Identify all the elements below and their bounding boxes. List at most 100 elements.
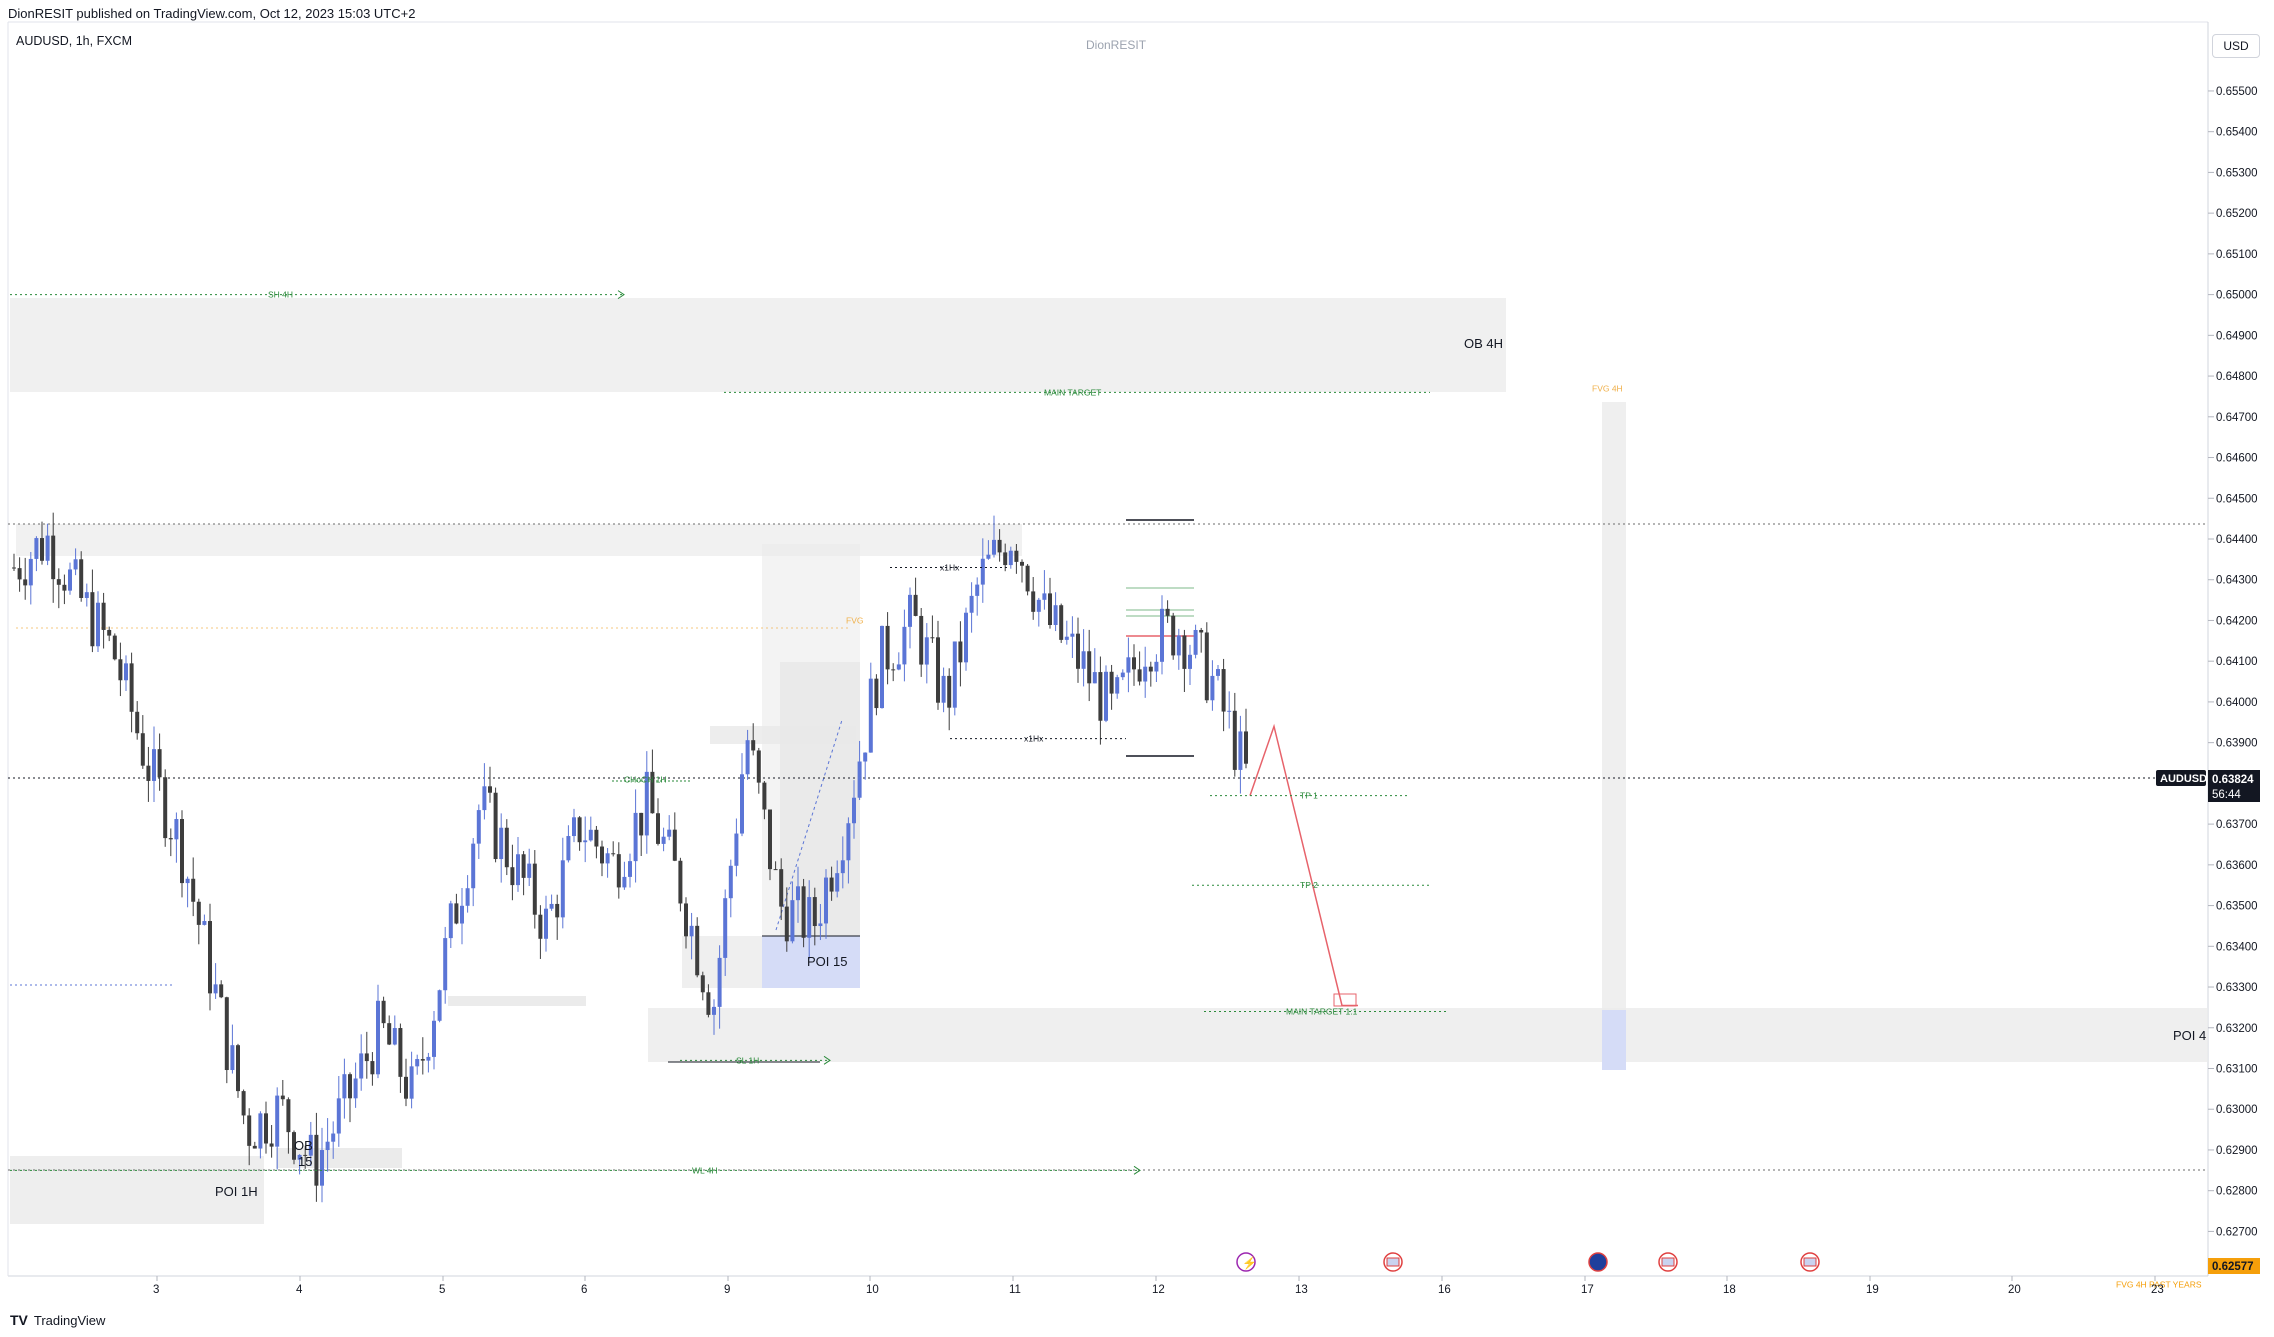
- us-flag-stripes: [1386, 1257, 1400, 1267]
- candle-body: [1244, 731, 1248, 764]
- candle-body: [359, 1053, 364, 1079]
- candle-body: [1104, 671, 1108, 721]
- target-marker: [1333, 993, 1357, 1007]
- candle-body: [1042, 593, 1047, 600]
- candle-body: [174, 819, 179, 840]
- zone-label-ob-15-bottom: 15: [298, 1154, 312, 1169]
- candle-body: [644, 771, 649, 836]
- candle-body: [56, 579, 61, 585]
- candle-body: [790, 900, 795, 942]
- candle-body: [936, 637, 940, 703]
- candle-body: [437, 990, 442, 1021]
- candle-body: [73, 559, 78, 570]
- candle-body: [224, 997, 229, 1071]
- candle-body: [180, 819, 184, 884]
- candle-body: [230, 1045, 235, 1071]
- candle-body: [1092, 672, 1097, 684]
- candle-body: [1126, 657, 1131, 673]
- candle-body: [40, 538, 44, 561]
- candle-body: [734, 833, 739, 866]
- candle-body: [840, 860, 845, 874]
- candle-body: [594, 829, 599, 847]
- price-chart[interactable]: SH 4H MAIN TARGET FVG 4H x1Hx FVG x1Hx CHoCH 1…: [0, 0, 2274, 1302]
- author-watermark: DionRESIT: [1086, 38, 1147, 52]
- candle-body: [297, 1154, 302, 1160]
- candle-body: [672, 829, 677, 861]
- level-arrow-icon: [1133, 1165, 1141, 1175]
- lightning-event-icon[interactable]: [1236, 1252, 1256, 1272]
- candle-body: [353, 1078, 358, 1099]
- au-flag-event-icon[interactable]: [1588, 1252, 1608, 1272]
- candle-body: [342, 1074, 347, 1099]
- candle-body: [684, 903, 688, 937]
- candle-body: [241, 1091, 246, 1116]
- zone-label-ob-4h: OB 4H: [1464, 336, 1503, 351]
- level-label: FVG: [846, 615, 863, 625]
- level-label: SL 1H: [736, 1055, 759, 1065]
- price-tick-label: 0.63500: [2216, 901, 2258, 913]
- candle-body: [364, 1053, 369, 1062]
- time-axis[interactable]: 3 4 5 6 9 10 11 12 13 16 17 18 19 20 23: [153, 1276, 2164, 1296]
- candle-body: [583, 840, 588, 843]
- price-tick-label: 0.63400: [2216, 941, 2258, 953]
- candle-body: [247, 1115, 252, 1146]
- level-label: SH 4H: [268, 290, 293, 300]
- trade-projection: [1249, 723, 1358, 1007]
- zone-fvg-4h-column: [1602, 402, 1626, 1070]
- currency-button[interactable]: USD: [2212, 34, 2260, 58]
- candle-body: [1064, 636, 1069, 640]
- candle-body: [23, 579, 28, 586]
- zone-poi-15: [762, 936, 860, 988]
- price-tick-label: 0.63000: [2216, 1104, 2258, 1116]
- candle-body: [208, 921, 212, 994]
- candle-body: [1193, 629, 1198, 655]
- candle-body: [527, 863, 532, 878]
- candle-body: [1199, 629, 1204, 633]
- candle-body: [835, 873, 840, 892]
- candle-body: [1176, 635, 1181, 656]
- price-tick-label: 0.65200: [2216, 208, 2258, 220]
- candle-body: [1036, 599, 1041, 612]
- zone-label-ob-15-top: OB: [294, 1138, 313, 1153]
- last-price-tag: 0.62577: [2208, 1258, 2260, 1274]
- candle-body: [706, 992, 711, 1015]
- candle-body: [381, 1000, 386, 1024]
- candle-body: [152, 749, 156, 781]
- candle-body: [163, 777, 168, 839]
- time-tick-label: 5: [439, 1284, 445, 1296]
- level-arrow-icon: [617, 290, 625, 300]
- candle-body: [426, 1056, 431, 1061]
- candle-body: [762, 782, 767, 810]
- candle-body: [1048, 593, 1052, 625]
- candle-body: [1003, 552, 1008, 566]
- candle-body: [740, 774, 744, 834]
- candle-body: [728, 865, 733, 899]
- zone-label-poi-15: POI 15: [807, 954, 847, 969]
- candle-body: [415, 1059, 420, 1067]
- price-axis[interactable]: 0.65500 0.65400 0.65300 0.65200 0.65100 0.650…: [2208, 86, 2258, 1238]
- candle-body: [1182, 635, 1187, 669]
- footer-brand[interactable]: TradingView: [33, 1312, 106, 1328]
- candle-body: [432, 1020, 436, 1057]
- candle-body: [1081, 651, 1086, 669]
- candle-body: [560, 860, 565, 918]
- zone-label-poi-1h: POI 1H: [215, 1184, 258, 1199]
- symbol-price-tag: AUDUSD: [2156, 770, 2207, 786]
- time-tick-label: 11: [1009, 1284, 1021, 1296]
- level-label: FVG 4H: [1592, 383, 1623, 393]
- candle-body: [588, 829, 593, 841]
- candle-body: [314, 1134, 319, 1186]
- candle-body: [807, 897, 812, 938]
- candle-body: [952, 641, 957, 708]
- candle-body: [723, 898, 728, 958]
- candle-body: [454, 903, 459, 924]
- candle-body: [101, 602, 106, 630]
- candle-body: [168, 838, 173, 840]
- candle-body: [84, 592, 89, 598]
- candle-body: [460, 905, 464, 924]
- candle-body: [639, 812, 644, 836]
- current-price-value: 0.63824: [2212, 774, 2254, 786]
- tradingview-logo-icon[interactable]: TV: [10, 1312, 28, 1328]
- price-tick-label: 0.64200: [2216, 615, 2258, 627]
- candle-body: [471, 843, 476, 889]
